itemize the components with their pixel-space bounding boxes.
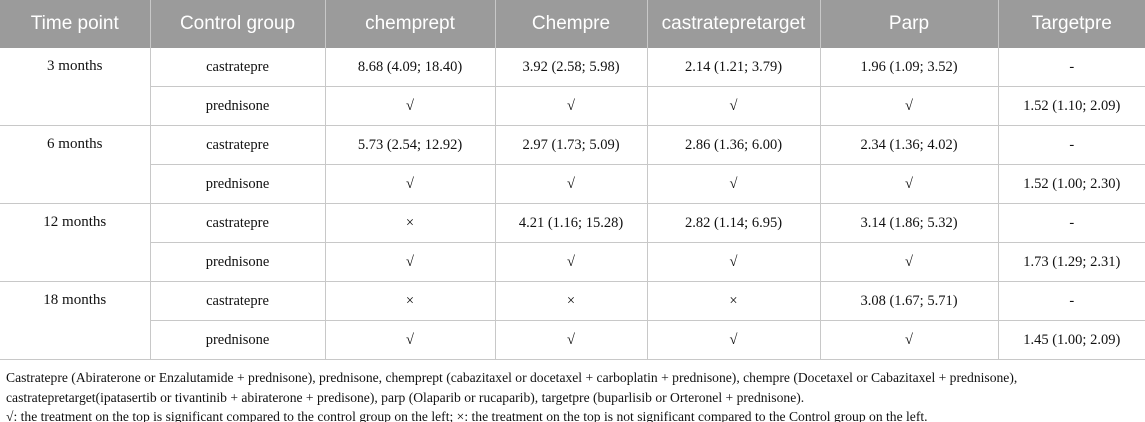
value-cell: 3.92 (2.58; 5.98) — [495, 48, 648, 87]
column-header: chemprept — [325, 0, 496, 48]
value-cell: √ — [820, 320, 999, 360]
value-cell: 3.14 (1.86; 5.32) — [820, 203, 999, 243]
value-cell: - — [998, 125, 1145, 165]
value-cell: × — [325, 281, 496, 321]
value-cell: 1.73 (1.29; 2.31) — [998, 242, 1145, 282]
column-header: Parp — [820, 0, 999, 48]
table-row: 3 months castratepre 8.68 (4.09; 18.40) 3.9… — [0, 48, 1145, 126]
value-cell: √ — [325, 164, 496, 204]
value-cell: 1.45 (1.00; 2.09) — [998, 320, 1145, 360]
value-cell: √ — [495, 164, 648, 204]
value-cell: 2.97 (1.73; 5.09) — [495, 125, 648, 165]
table-row: 12 months castratepre × 4.21 (1.16; 15.28) 2… — [0, 203, 1145, 282]
value-cell: 4.21 (1.16; 15.28) — [495, 203, 648, 243]
value-cell: √ — [325, 242, 496, 282]
value-cell: 2.82 (1.14; 6.95) — [647, 203, 821, 243]
table-body: 3 months castratepre 8.68 (4.09; 18.40) 3.9… — [0, 48, 1145, 360]
time-point-cell: 6 months — [0, 125, 151, 204]
control-group-cell: castratepre — [150, 281, 326, 321]
column-header: castratepretarget — [647, 0, 821, 48]
control-group-cell: prednisone — [150, 164, 326, 204]
control-group-cell: prednisone — [150, 86, 326, 126]
value-cell: 2.34 (1.36; 4.02) — [820, 125, 999, 165]
value-cell: 8.68 (4.09; 18.40) — [325, 48, 496, 87]
table-row: prednisone √ √ √ √ 1.45 (1.00; 2.09) — [0, 320, 1145, 360]
column-header: Time point — [0, 0, 151, 48]
column-header: Control group — [150, 0, 326, 48]
value-cell: √ — [820, 242, 999, 282]
table-row: 18 months castratepre × × × 3.08 (1.67; 5.71)… — [0, 281, 1145, 360]
time-point-cell: 3 months — [0, 48, 151, 126]
value-cell: √ — [820, 164, 999, 204]
value-cell: √ — [495, 320, 648, 360]
control-group-cell: castratepre — [150, 125, 326, 165]
control-group-cell: prednisone — [150, 320, 326, 360]
value-cell: √ — [647, 242, 821, 282]
table-row: prednisone √ √ √ √ 1.52 (1.10; 2.09) — [0, 86, 1145, 126]
column-header: Chempre — [495, 0, 648, 48]
control-group-cell: castratepre — [150, 203, 326, 243]
value-cell: - — [998, 203, 1145, 243]
value-cell: √ — [647, 86, 821, 126]
value-cell: - — [998, 48, 1145, 87]
table-row: prednisone √ √ √ √ 1.73 (1.29; 2.31) — [0, 242, 1145, 282]
value-cell: 1.52 (1.00; 2.30) — [998, 164, 1145, 204]
value-cell: √ — [495, 86, 648, 126]
footnote: √: the treatment on the top is significa… — [6, 409, 928, 422]
results-table: Time point Control group chemprept Chempre c… — [0, 0, 1145, 360]
value-cell: - — [998, 281, 1145, 321]
control-group-cell: prednisone — [150, 242, 326, 282]
value-cell: √ — [325, 86, 496, 126]
time-point-cell: 18 months — [0, 281, 151, 360]
table-row: 6 months castratepre 5.73 (2.54; 12.92) 2.9… — [0, 125, 1145, 204]
control-group-cell: castratepre — [150, 48, 326, 87]
value-cell: × — [325, 203, 496, 243]
value-cell: √ — [820, 86, 999, 126]
value-cell: √ — [325, 320, 496, 360]
value-cell: √ — [647, 164, 821, 204]
value-cell: 2.86 (1.36; 6.00) — [647, 125, 821, 165]
column-header: Targetpre — [998, 0, 1145, 48]
header-row: Time point Control group chemprept Chempre c… — [0, 0, 1145, 48]
value-cell: 5.73 (2.54; 12.92) — [325, 125, 496, 165]
value-cell: × — [495, 281, 648, 321]
value-cell: 1.52 (1.10; 2.09) — [998, 86, 1145, 126]
value-cell: 1.96 (1.09; 3.52) — [820, 48, 999, 87]
value-cell: 2.14 (1.21; 3.79) — [647, 48, 821, 87]
value-cell: √ — [495, 242, 648, 282]
value-cell: × — [647, 281, 821, 321]
value-cell: 3.08 (1.67; 5.71) — [820, 281, 999, 321]
footnote: Castratepre (Abiraterone or Enzalutamide… — [6, 370, 1018, 405]
table-row: prednisone √ √ √ √ 1.52 (1.00; 2.30) — [0, 164, 1145, 204]
value-cell: √ — [647, 320, 821, 360]
time-point-cell: 12 months — [0, 203, 151, 282]
footnotes: Castratepre (Abiraterone or Enzalutamide… — [6, 368, 1139, 422]
